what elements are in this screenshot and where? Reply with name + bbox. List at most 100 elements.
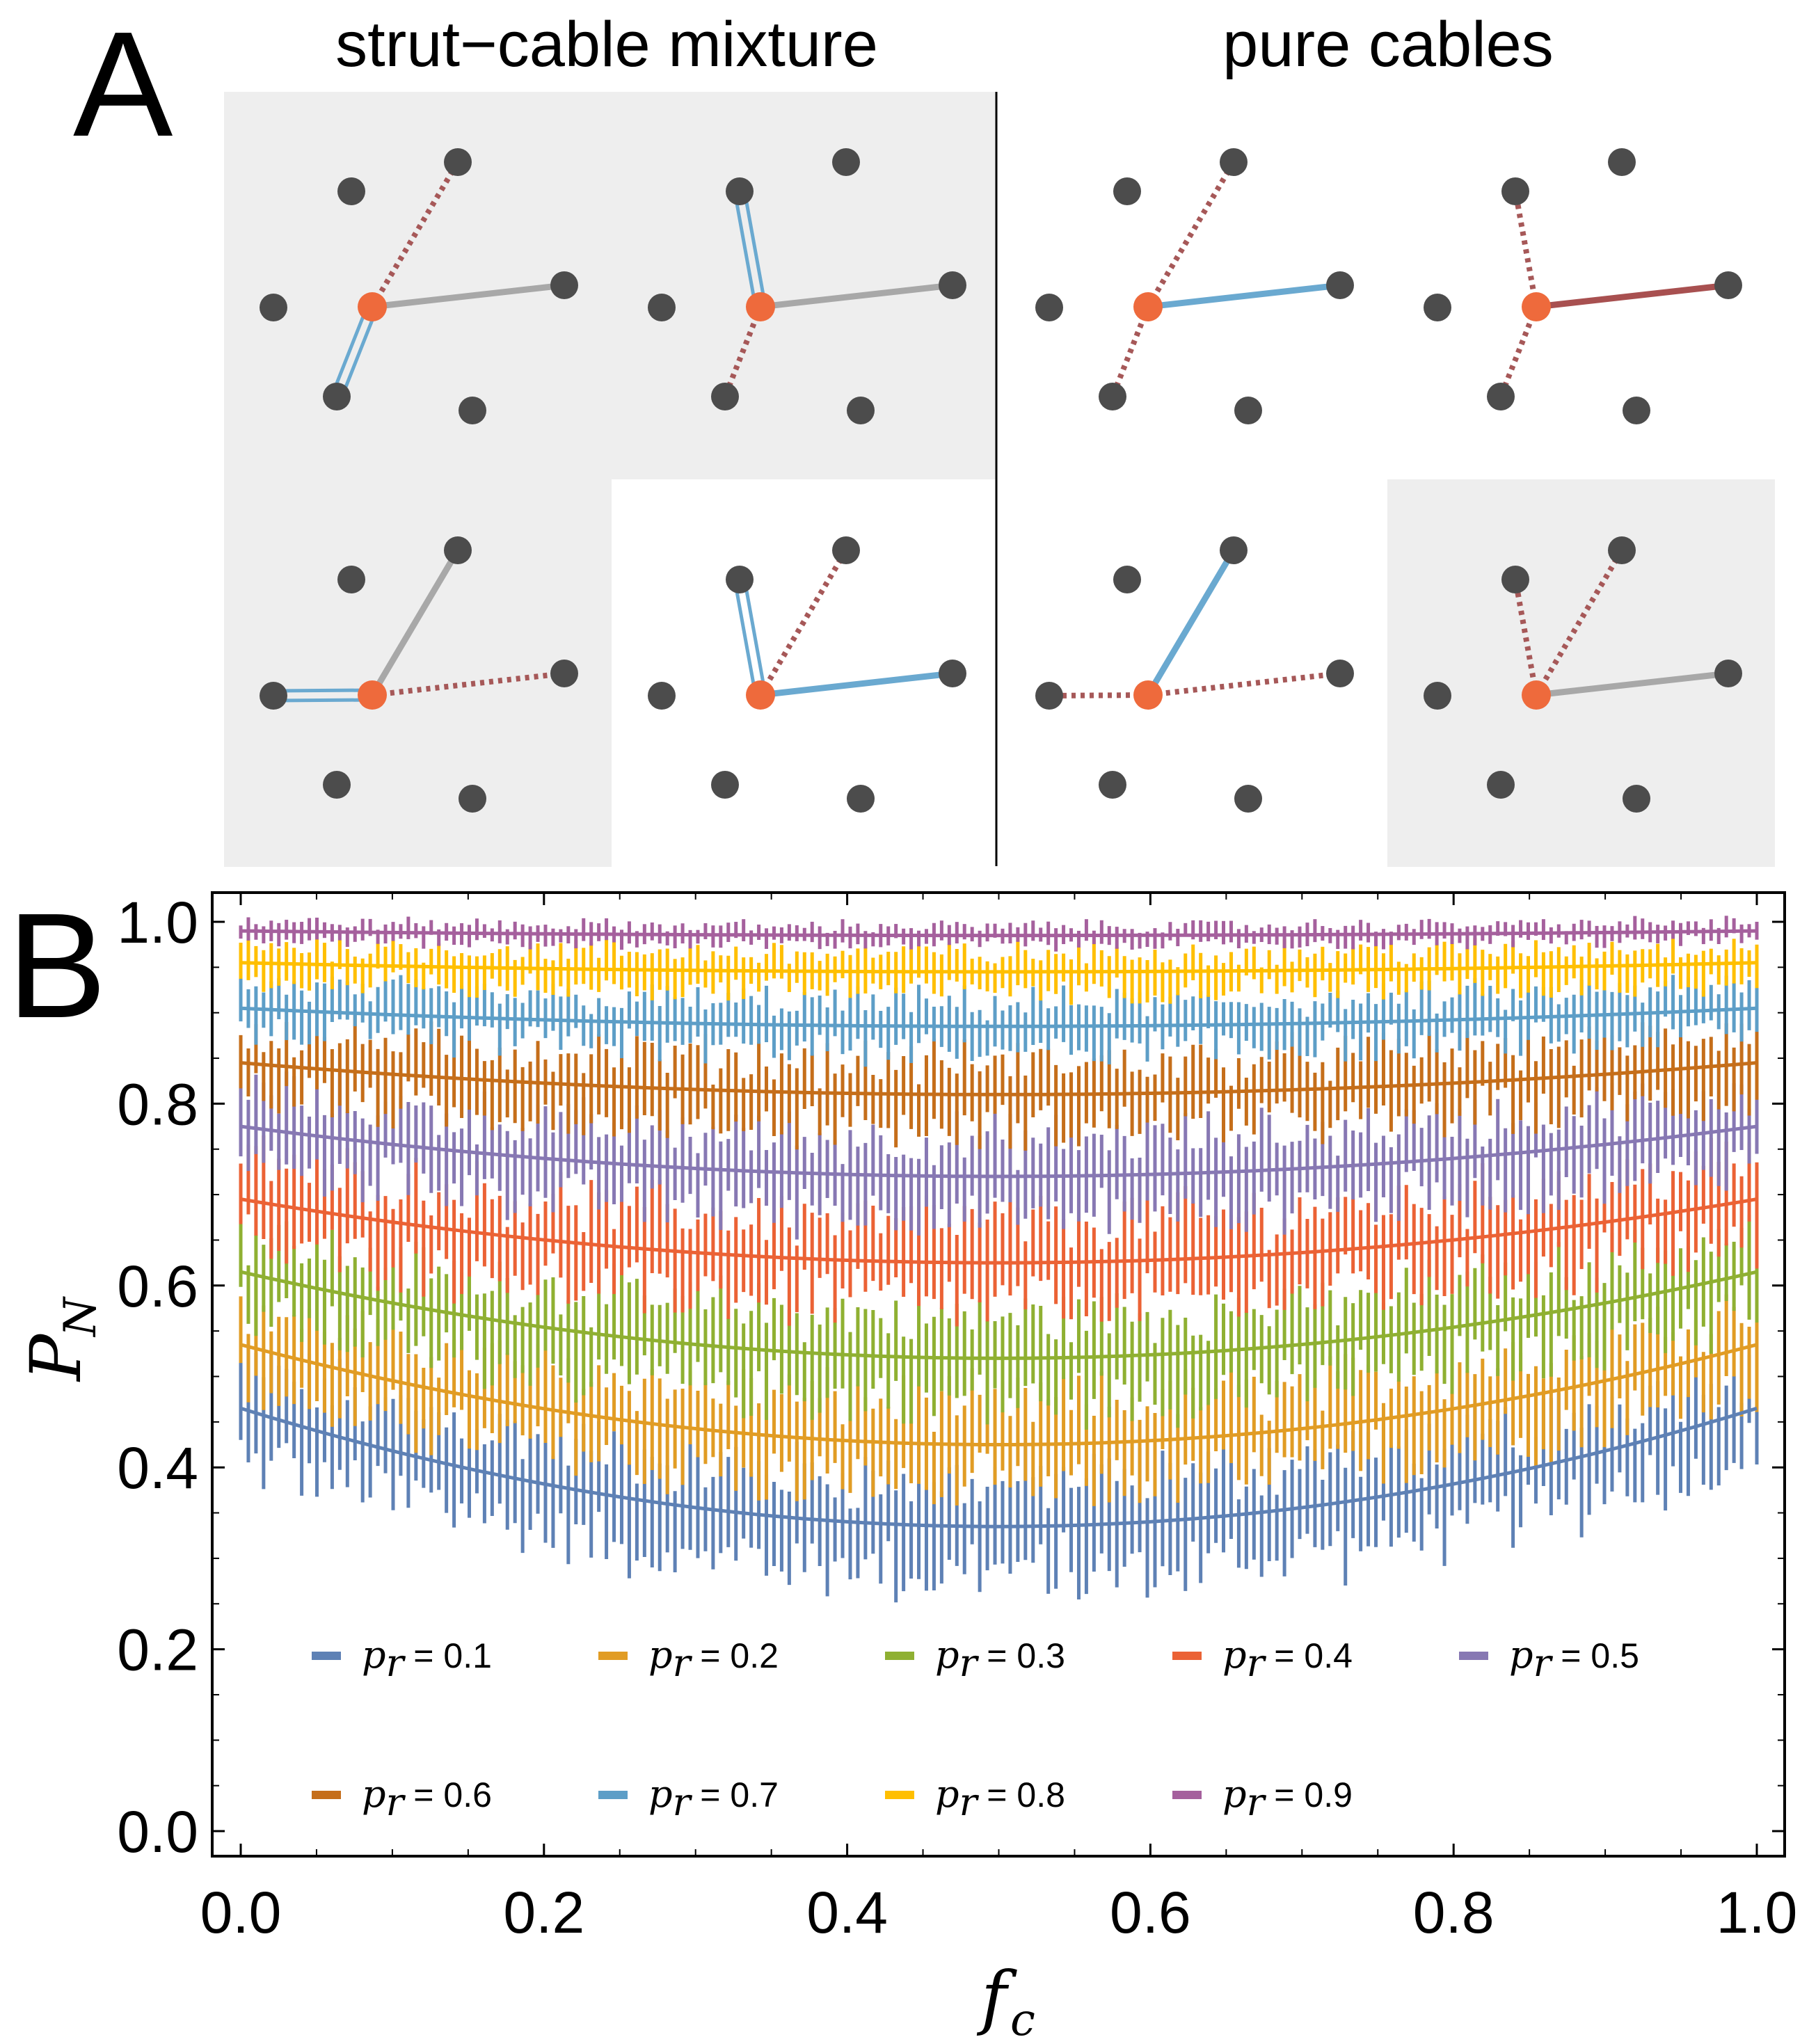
legend-label: pr = 0.2: [648, 1633, 779, 1685]
node: [1623, 397, 1650, 424]
node: [832, 148, 860, 176]
x-tick-label: 1.0: [1716, 1880, 1798, 1945]
center-node: [1522, 292, 1551, 321]
legend-label: pr = 0.5: [1509, 1633, 1639, 1685]
node: [337, 566, 365, 593]
dotted-bond: [1533, 548, 1625, 697]
node: [1487, 383, 1515, 410]
double-cable-bond: [733, 191, 758, 308]
double-cable-bond: [742, 578, 767, 695]
legend-item: pr = 0.7: [598, 1772, 779, 1824]
cell-background: [224, 92, 996, 479]
node: [711, 383, 739, 410]
center-node: [746, 680, 775, 710]
dotted-bond: [1513, 191, 1539, 308]
fit-curve: [240, 1006, 1758, 1028]
strut-bond: [372, 282, 565, 310]
panel-a-cells: [260, 148, 1742, 813]
node: [847, 785, 875, 813]
node: [1234, 397, 1262, 424]
center-node: [1133, 680, 1163, 710]
legend-label: pr = 0.6: [362, 1772, 492, 1824]
node: [1220, 148, 1248, 176]
legend-item: pr = 0.4: [1172, 1633, 1353, 1685]
center-node: [746, 292, 775, 321]
center-node: [358, 292, 387, 321]
mixture-title: strut−cable mixture: [335, 9, 878, 80]
cable-bond: [760, 670, 953, 698]
node: [1424, 294, 1451, 321]
node: [1113, 177, 1141, 205]
node: [1326, 271, 1354, 299]
double-cable-bond: [742, 190, 767, 307]
node: [1099, 771, 1126, 799]
dotted-bond: [722, 305, 763, 398]
node: [1220, 536, 1248, 564]
y-tick-label: 0.0: [117, 1799, 198, 1865]
fit-curve: [240, 1061, 1758, 1096]
center-node: [358, 680, 387, 710]
panel-a-label: A: [73, 0, 173, 168]
motif-cell: [1424, 148, 1742, 424]
x-axis-label-sub: c: [1010, 1995, 1035, 2044]
y-tick-label: 0.6: [117, 1254, 198, 1319]
strut-bond: [1536, 670, 1729, 698]
y-tick-label: 0.8: [117, 1071, 198, 1137]
error-bar-series: [239, 1071, 1759, 1240]
dotted-bond: [1147, 671, 1341, 698]
legend-label: pr = 0.4: [1222, 1633, 1353, 1685]
node: [260, 682, 287, 710]
panel-b: B 0.0 0.2 0.4 0.6 0.8 1.0 0.00.20.40.60.81.0 …: [7, 881, 1797, 2044]
dotted-bond: [1110, 305, 1151, 398]
y-tick-label: 0.2: [117, 1618, 198, 1683]
center-node: [1133, 292, 1163, 321]
dotted-bond: [1513, 579, 1539, 696]
double-cable-bond: [330, 304, 369, 396]
x-tick-label: 0.6: [1110, 1880, 1191, 1945]
cable-bond: [1145, 548, 1236, 697]
node: [1326, 660, 1354, 687]
panel-b-label: B: [7, 881, 106, 1049]
pure-cables-title: pure cables: [1222, 9, 1554, 80]
legend-item: pr = 0.8: [885, 1772, 1065, 1824]
node: [939, 271, 966, 299]
node: [459, 397, 486, 424]
motif-cell: [648, 536, 966, 813]
legend: pr = 0.1 pr = 0.2 pr = 0.3 pr = 0.4 pr = 0.5…: [312, 1633, 1639, 1824]
node: [323, 383, 351, 410]
fit-curve: [240, 1343, 1758, 1446]
node: [1035, 682, 1063, 710]
y-axis-label-main: P: [15, 1333, 97, 1382]
node: [1714, 660, 1742, 687]
node: [1487, 771, 1515, 799]
fit-curve: [240, 1406, 1758, 1528]
x-tick-label: 0.8: [1413, 1880, 1495, 1945]
cable-bond: [1147, 282, 1341, 310]
motif-cell: [260, 148, 578, 424]
dotted-bond: [1498, 305, 1539, 398]
dotted-bond: [369, 160, 461, 309]
cell-background: [224, 479, 612, 867]
node: [1099, 383, 1126, 410]
node: [711, 771, 739, 799]
motif-cell: [1035, 536, 1354, 813]
legend-item: pr = 0.5: [1459, 1633, 1639, 1685]
node: [1234, 785, 1262, 813]
node: [726, 566, 754, 593]
x-tick-label: 0.0: [200, 1880, 282, 1945]
y-tick-label: 1.0: [117, 890, 198, 955]
strut-bond: [760, 282, 953, 310]
node: [1608, 536, 1636, 564]
y-axis-label: P N: [15, 1296, 106, 1382]
node: [337, 177, 365, 205]
dotted-bond: [1049, 692, 1149, 698]
legend-item: pr = 0.6: [312, 1772, 492, 1824]
y-tick-label: 0.4: [117, 1435, 198, 1501]
x-tick-labels: 0.0 0.2 0.4 0.6 0.8 1.0: [200, 1880, 1798, 1945]
y-tick-labels: 0.0 0.2 0.4 0.6 0.8 1.0: [117, 890, 198, 1865]
node: [648, 294, 676, 321]
node: [939, 660, 966, 687]
legend-item: pr = 0.1: [312, 1633, 492, 1685]
legend-label: pr = 0.8: [935, 1772, 1065, 1824]
double-cable-bond: [340, 308, 378, 399]
